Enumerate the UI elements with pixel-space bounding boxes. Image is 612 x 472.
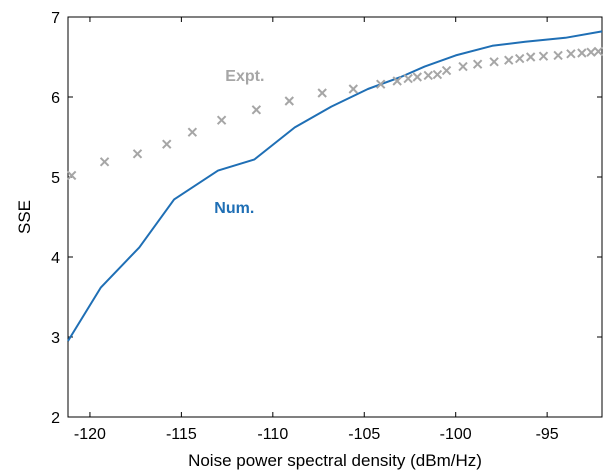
data-point-expt — [162, 139, 172, 149]
data-point-expt — [504, 55, 514, 65]
y-tick-label: 5 — [51, 170, 60, 187]
data-point-expt — [187, 127, 198, 137]
data-point-expt — [412, 72, 423, 82]
data-point-expt — [593, 46, 604, 57]
series-annotation: Expt. — [225, 68, 264, 85]
data-point-expt — [284, 96, 294, 106]
data-point-expt — [99, 157, 110, 167]
data-point-expt — [489, 57, 499, 67]
y-tick-label: 6 — [51, 90, 60, 107]
series-layer — [66, 30, 604, 342]
x-tick-label: -100 — [440, 426, 472, 443]
data-point-expt — [577, 48, 587, 58]
data-point-expt — [251, 105, 262, 115]
data-point-expt — [586, 47, 596, 57]
x-tick-label: -110 — [257, 426, 288, 443]
data-point-expt — [441, 65, 452, 76]
y-tick-label: 2 — [51, 410, 60, 427]
data-point-expt — [216, 115, 227, 125]
data-point-expt — [348, 84, 358, 94]
data-point-expt — [458, 61, 468, 72]
x-tick-label: -95 — [536, 426, 559, 443]
x-axis: -120 -115 -110 -105 -100 -95 — [74, 17, 559, 443]
data-point-expt — [525, 52, 536, 62]
y-axis-label: SSE — [15, 200, 34, 234]
data-point-expt — [376, 79, 386, 89]
y-tick-label: 7 — [51, 10, 60, 27]
data-point-expt — [403, 73, 413, 84]
data-point-expt — [566, 49, 576, 59]
data-point-expt — [132, 149, 143, 159]
y-tick-label: 3 — [51, 330, 60, 347]
data-point-expt — [514, 53, 525, 64]
series-annotation: Num. — [214, 200, 254, 217]
data-point-expt — [553, 50, 563, 61]
data-point-expt — [317, 88, 327, 98]
x-tick-label: -120 — [74, 426, 106, 443]
data-point-expt — [423, 70, 433, 81]
annotations: Expt. Num. — [214, 68, 264, 217]
data-point-expt — [66, 170, 77, 181]
data-point-expt — [392, 76, 402, 86]
series-line-num — [67, 30, 603, 342]
data-point-expt — [472, 59, 483, 69]
x-tick-label: -115 — [166, 426, 197, 443]
data-point-expt — [538, 51, 549, 61]
data-point-expt — [432, 69, 443, 80]
y-axis: 2 3 4 5 6 7 — [51, 10, 602, 427]
plot-area — [67, 16, 603, 418]
y-tick-label: 4 — [51, 250, 60, 267]
x-tick-label: -105 — [348, 426, 380, 443]
x-axis-label: Noise power spectral density (dBm/Hz) — [188, 451, 482, 470]
